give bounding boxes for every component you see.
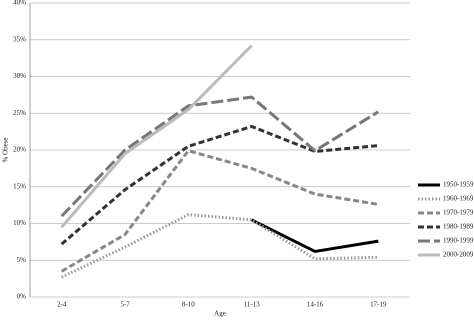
legend-label: 2000-2009 [443, 251, 474, 259]
y-tick-label: 30% [13, 72, 26, 80]
x-tick-label: 5-7 [120, 301, 130, 309]
legend-label: 1950-1959 [443, 181, 474, 189]
legend-label: 1990-1999 [443, 237, 474, 245]
series-line [61, 213, 379, 279]
legend-label: 1960-1969 [443, 195, 474, 203]
series-line [60, 124, 379, 246]
legend-label: 1970-1979 [443, 209, 474, 217]
series-line [250, 218, 379, 253]
y-axis-label: % Obese [2, 137, 10, 162]
legend-label: 1980-1989 [443, 223, 474, 231]
x-axis-label: Age [214, 310, 226, 318]
y-tick-label: 25% [13, 109, 26, 117]
x-tick-label: 2-4 [57, 301, 67, 309]
y-tick-label: 0% [17, 293, 27, 301]
x-tick-label: 14-16 [307, 301, 324, 309]
series-line [60, 149, 379, 273]
y-tick-label: 40% [13, 0, 26, 7]
series-line [60, 95, 380, 218]
x-tick-label: 8-10 [182, 301, 195, 309]
y-tick-label: 10% [13, 219, 26, 227]
y-tick-label: 5% [17, 256, 27, 264]
y-tick-label: 20% [13, 146, 26, 154]
x-tick-label: 17-19 [370, 301, 387, 309]
y-tick-label: 15% [13, 182, 26, 190]
x-tick-label: 11-13 [244, 301, 261, 309]
series-line [60, 44, 253, 229]
y-tick-label: 35% [13, 35, 26, 43]
